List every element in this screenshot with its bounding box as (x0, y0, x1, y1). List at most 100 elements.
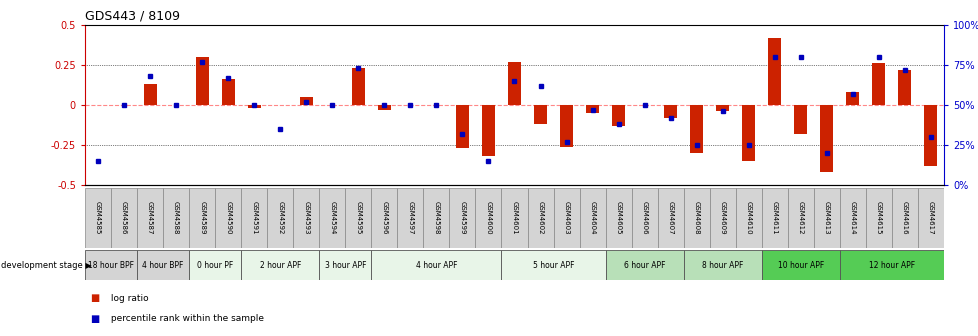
Text: percentile rank within the sample: percentile rank within the sample (108, 314, 263, 323)
Text: GSM4610: GSM4610 (745, 201, 751, 235)
Text: 4 hour BPF: 4 hour BPF (142, 260, 184, 269)
Text: GSM4608: GSM4608 (693, 201, 699, 235)
Bar (735, 188, 761, 248)
Text: 2 hour APF: 2 hour APF (259, 260, 300, 269)
Bar (397, 188, 422, 248)
Text: 12 hour APF: 12 hour APF (868, 260, 914, 269)
Bar (683, 188, 709, 248)
Text: GSM4602: GSM4602 (537, 201, 543, 235)
Text: 8 hour APF: 8 hour APF (701, 260, 742, 269)
Text: 5 hour APF: 5 hour APF (532, 260, 574, 269)
Bar (267, 188, 293, 248)
Bar (345, 188, 371, 248)
Bar (865, 188, 891, 248)
Bar (683, 250, 761, 280)
Text: GSM4594: GSM4594 (329, 201, 334, 235)
Bar (137, 250, 189, 280)
Bar (846, 92, 859, 105)
Text: GSM4598: GSM4598 (433, 201, 439, 235)
Bar (501, 188, 527, 248)
Bar (709, 188, 735, 248)
Text: GSM4588: GSM4588 (173, 201, 179, 235)
Bar (839, 250, 943, 280)
Text: GSM4617: GSM4617 (927, 201, 933, 235)
Bar (189, 250, 241, 280)
Bar (378, 105, 390, 110)
Text: GSM4607: GSM4607 (667, 201, 673, 235)
Bar (475, 188, 501, 248)
Bar (137, 188, 163, 248)
Text: GSM4605: GSM4605 (615, 201, 621, 235)
Bar (761, 250, 839, 280)
Bar (768, 38, 780, 105)
Text: GSM4604: GSM4604 (589, 201, 595, 235)
Bar (787, 188, 813, 248)
Bar (215, 188, 241, 248)
Text: ■: ■ (90, 293, 99, 303)
Bar (631, 188, 657, 248)
Text: 0 hour PF: 0 hour PF (197, 260, 233, 269)
Bar (689, 105, 702, 153)
Bar (189, 188, 215, 248)
Text: GDS443 / 8109: GDS443 / 8109 (85, 9, 180, 23)
Bar (501, 250, 605, 280)
Bar (559, 105, 572, 146)
Text: GSM4591: GSM4591 (251, 201, 257, 235)
Text: GSM4615: GSM4615 (875, 201, 881, 235)
Bar (319, 250, 371, 280)
Text: GSM4593: GSM4593 (303, 201, 309, 235)
Bar (898, 70, 911, 105)
Text: GSM4589: GSM4589 (199, 201, 205, 235)
Text: GSM4596: GSM4596 (381, 201, 387, 235)
Bar (611, 105, 625, 126)
Text: 3 hour APF: 3 hour APF (325, 260, 366, 269)
Text: GSM4585: GSM4585 (95, 201, 101, 235)
Bar (111, 188, 137, 248)
Bar (553, 188, 579, 248)
Text: GSM4592: GSM4592 (277, 201, 283, 235)
Text: GSM4599: GSM4599 (459, 201, 465, 235)
Bar (449, 188, 475, 248)
Text: GSM4595: GSM4595 (355, 201, 361, 235)
Bar (923, 105, 937, 166)
Bar (481, 105, 495, 156)
Bar (813, 188, 839, 248)
Text: log ratio: log ratio (108, 294, 148, 303)
Bar (456, 105, 468, 148)
Bar (371, 188, 397, 248)
Text: GSM4603: GSM4603 (563, 201, 569, 235)
Text: 6 hour APF: 6 hour APF (623, 260, 665, 269)
Text: GSM4586: GSM4586 (121, 201, 127, 235)
Text: GSM4600: GSM4600 (485, 201, 491, 235)
Bar (319, 188, 345, 248)
Bar (917, 188, 943, 248)
Bar (85, 250, 137, 280)
Text: 10 hour APF: 10 hour APF (777, 260, 823, 269)
Text: GSM4587: GSM4587 (147, 201, 153, 235)
Bar (221, 79, 235, 105)
Bar (716, 105, 729, 112)
Bar (527, 188, 553, 248)
Text: GSM4601: GSM4601 (511, 201, 517, 235)
Bar (579, 188, 605, 248)
Text: ■: ■ (90, 313, 99, 324)
Bar (422, 188, 449, 248)
Bar (605, 250, 683, 280)
Bar (508, 62, 520, 105)
Text: GSM4614: GSM4614 (849, 201, 855, 235)
Bar (871, 64, 884, 105)
Bar (820, 105, 832, 172)
Text: 4 hour APF: 4 hour APF (416, 260, 457, 269)
Bar (533, 105, 547, 124)
Text: GSM4611: GSM4611 (771, 201, 777, 235)
Bar (299, 97, 312, 105)
Bar (663, 105, 677, 118)
Bar (241, 188, 267, 248)
Text: 18 hour BPF: 18 hour BPF (88, 260, 134, 269)
Text: GSM4606: GSM4606 (641, 201, 647, 235)
Bar (839, 188, 865, 248)
Text: GSM4590: GSM4590 (225, 201, 231, 235)
Bar (241, 250, 319, 280)
Bar (293, 188, 319, 248)
Text: development stage ▶: development stage ▶ (1, 260, 92, 269)
